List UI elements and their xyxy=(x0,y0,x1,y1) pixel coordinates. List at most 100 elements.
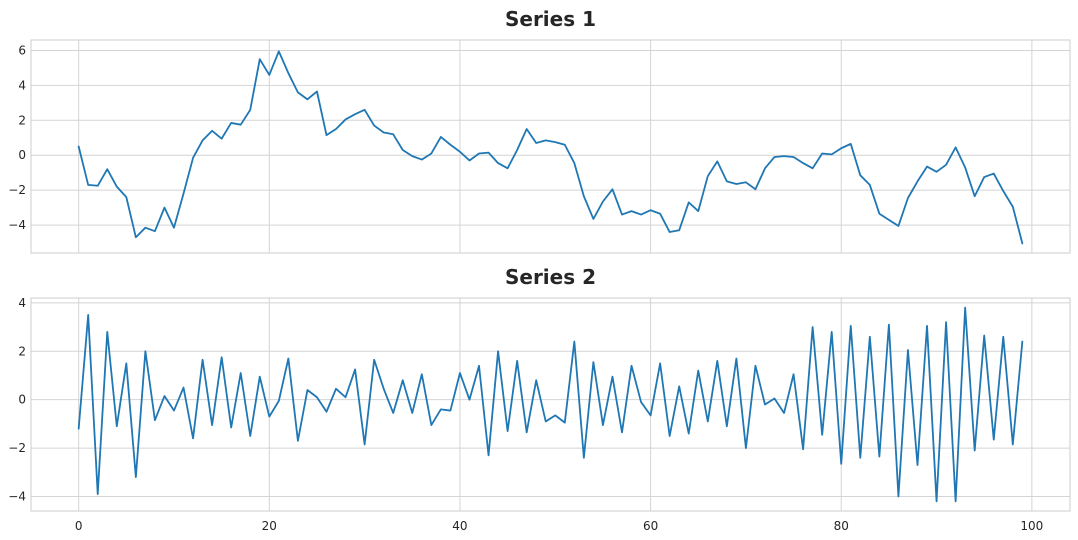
data-point xyxy=(440,136,442,138)
data-point xyxy=(669,435,671,437)
data-point xyxy=(878,213,880,215)
series-2-y-tick-labels: −4 −2 0 2 4 xyxy=(8,296,26,504)
data-point xyxy=(754,188,756,190)
data-point xyxy=(306,389,308,391)
data-point xyxy=(383,132,385,134)
x-tick-label: 100 xyxy=(1020,519,1043,533)
data-point xyxy=(793,156,795,158)
data-point xyxy=(421,373,423,375)
data-point xyxy=(135,476,137,478)
data-point xyxy=(449,144,451,146)
data-point xyxy=(97,185,99,187)
x-tick-label: 20 xyxy=(262,519,277,533)
data-point xyxy=(564,144,566,146)
data-point xyxy=(964,307,966,309)
data-point xyxy=(631,365,633,367)
series-1-title: Series 1 xyxy=(505,7,596,31)
data-point xyxy=(383,388,385,390)
data-point xyxy=(716,360,718,362)
data-point xyxy=(716,160,718,162)
data-point xyxy=(1021,242,1023,244)
data-point xyxy=(459,151,461,153)
series-2-panel: Series 2 −4 −2 0 2 4 0 20 40 60 80 100 xyxy=(8,265,1071,533)
series-1-panel: Series 1 −4 −2 0 2 4 6 xyxy=(8,7,1071,254)
data-point xyxy=(221,356,223,358)
data-point xyxy=(154,419,156,421)
data-point xyxy=(497,162,499,164)
data-point xyxy=(821,434,823,436)
data-point xyxy=(631,210,633,212)
data-point xyxy=(287,72,289,74)
data-point xyxy=(774,397,776,399)
data-point xyxy=(230,122,232,124)
data-point xyxy=(287,358,289,360)
data-point xyxy=(144,227,146,229)
data-point xyxy=(802,162,804,164)
data-point xyxy=(173,410,175,412)
data-point xyxy=(974,195,976,197)
data-point xyxy=(163,395,165,397)
data-point xyxy=(678,385,680,387)
data-point xyxy=(669,231,671,233)
data-point xyxy=(468,159,470,161)
x-tick-label: 80 xyxy=(834,519,849,533)
data-point xyxy=(774,156,776,158)
data-point xyxy=(802,448,804,450)
data-point xyxy=(697,210,699,212)
data-point xyxy=(869,336,871,338)
data-point xyxy=(335,388,337,390)
data-point xyxy=(440,408,442,410)
data-point xyxy=(411,412,413,414)
data-point xyxy=(697,370,699,372)
data-point xyxy=(249,435,251,437)
data-point xyxy=(278,400,280,402)
y-tick-label: −4 xyxy=(8,489,26,503)
data-point xyxy=(297,91,299,93)
data-point xyxy=(1002,336,1004,338)
data-point xyxy=(221,138,223,140)
data-point xyxy=(888,219,890,221)
data-point xyxy=(392,412,394,414)
data-point xyxy=(326,411,328,413)
data-point xyxy=(859,457,861,459)
data-point xyxy=(554,414,556,416)
data-point xyxy=(259,376,261,378)
data-point xyxy=(173,227,175,229)
data-point xyxy=(364,109,366,111)
data-point xyxy=(268,416,270,418)
data-point xyxy=(430,424,432,426)
data-point xyxy=(78,146,80,148)
data-point xyxy=(993,173,995,175)
data-point xyxy=(621,431,623,433)
data-point xyxy=(926,166,928,168)
data-point xyxy=(983,176,985,178)
data-point xyxy=(735,183,737,185)
data-point xyxy=(240,124,242,126)
data-point xyxy=(573,162,575,164)
data-point xyxy=(745,447,747,449)
data-point xyxy=(916,464,918,466)
data-point xyxy=(316,396,318,398)
y-tick-label: 4 xyxy=(18,296,26,310)
data-point xyxy=(793,373,795,375)
data-point xyxy=(955,500,957,502)
series-2-title: Series 2 xyxy=(505,265,596,289)
data-point xyxy=(144,350,146,352)
y-tick-label: 6 xyxy=(18,43,26,57)
data-point xyxy=(602,424,604,426)
data-point xyxy=(640,214,642,216)
data-point xyxy=(888,324,890,326)
series-1-gridlines xyxy=(31,40,1070,253)
data-point xyxy=(249,109,251,111)
data-point xyxy=(831,153,833,155)
data-point xyxy=(259,58,261,60)
data-point xyxy=(878,456,880,458)
data-point xyxy=(869,184,871,186)
data-point xyxy=(507,430,509,432)
data-point xyxy=(592,218,594,220)
series-2-points xyxy=(78,307,1024,503)
data-point xyxy=(326,134,328,136)
data-point xyxy=(373,125,375,127)
data-point xyxy=(602,201,604,203)
